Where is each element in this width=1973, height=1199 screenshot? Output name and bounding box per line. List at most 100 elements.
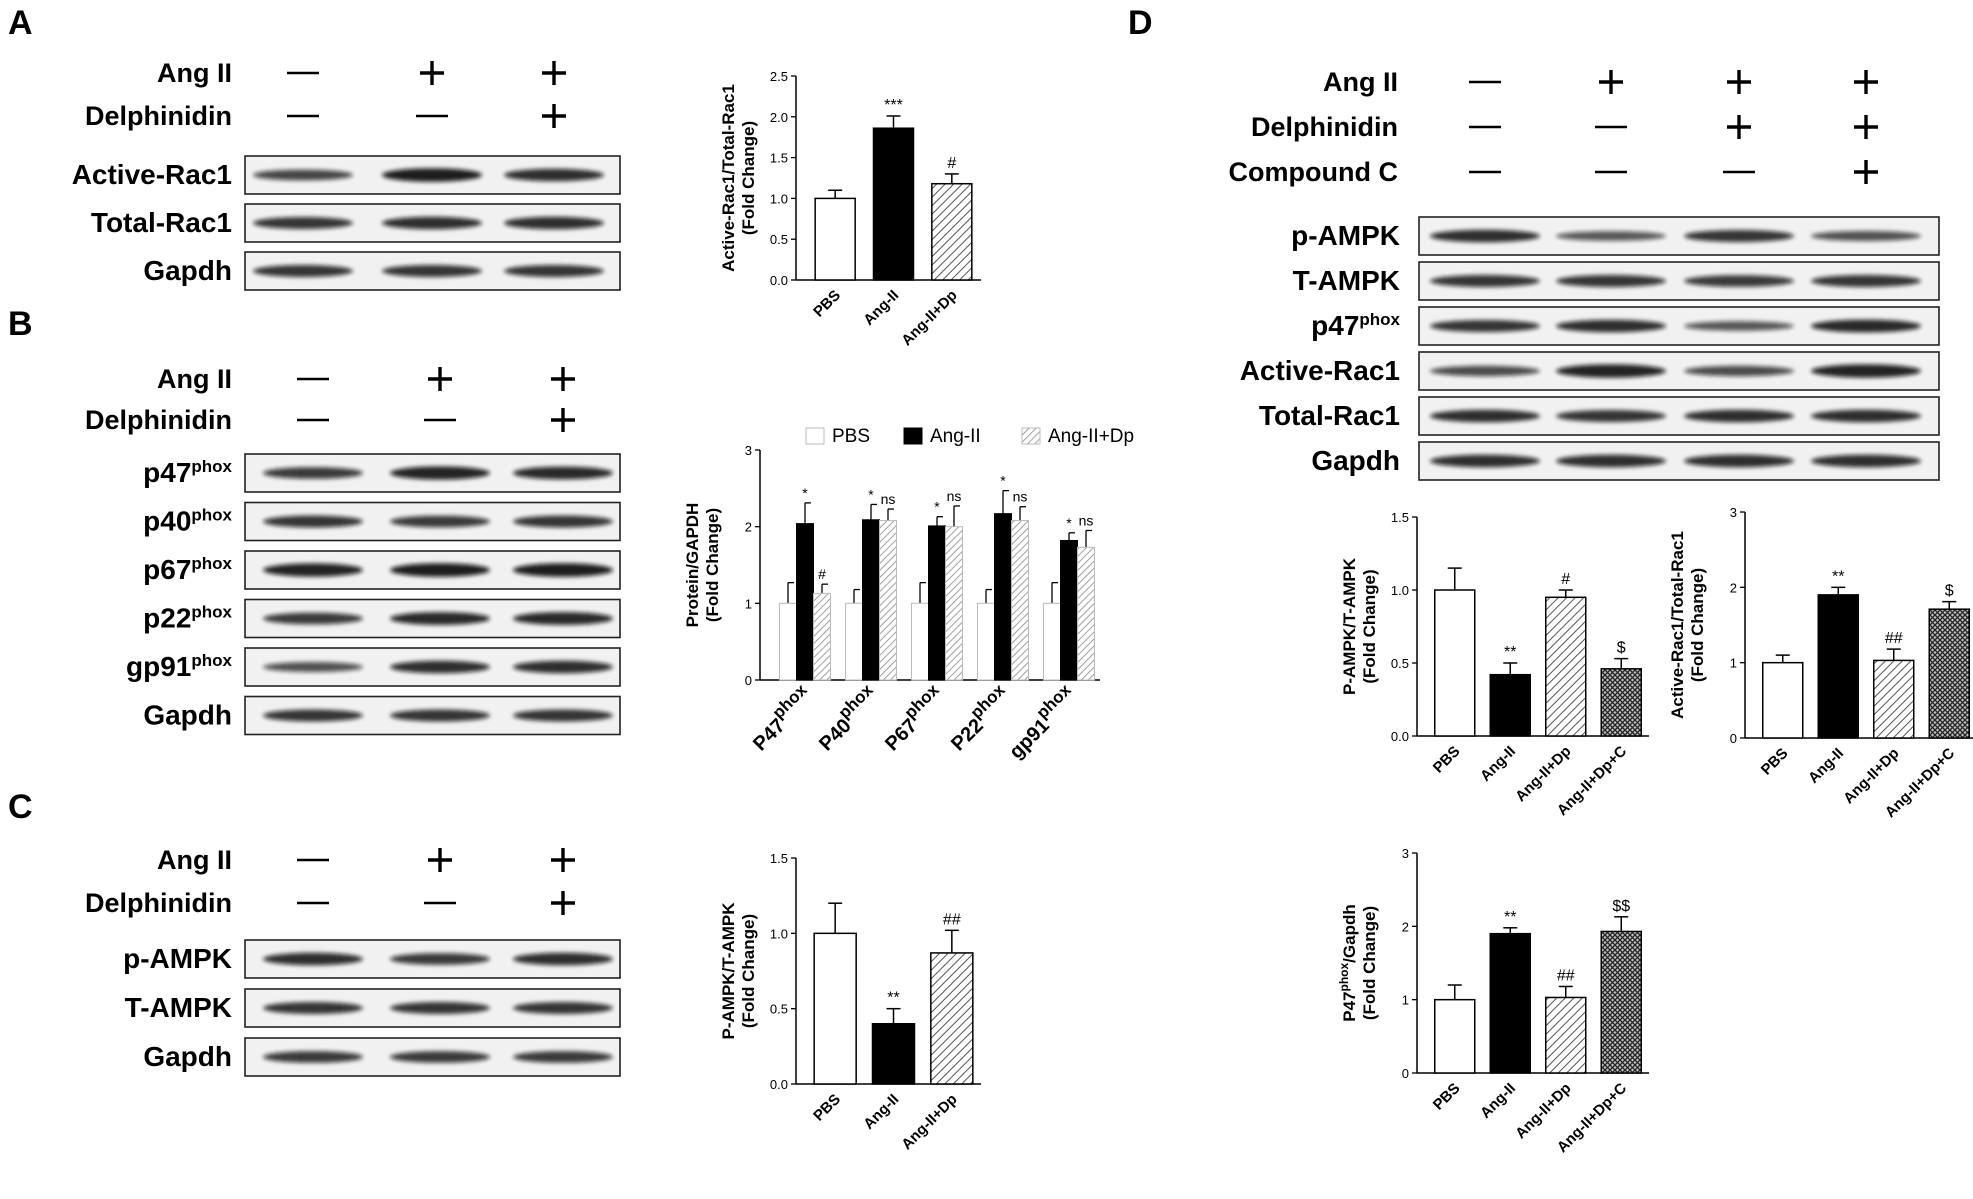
b-blot-band <box>513 612 613 625</box>
d-treatment-label: Ang II <box>1323 67 1398 97</box>
b-blot-band <box>390 709 490 722</box>
b-treatment-label: Ang II <box>157 364 232 394</box>
chart-a-y-tick-label: 2.0 <box>770 110 788 125</box>
chart-c-y-tick-label: 0.0 <box>770 1077 788 1092</box>
d-blot-band <box>1684 365 1794 377</box>
chart-d1-y-tick-label: 1.0 <box>1391 583 1409 598</box>
a-blot-label: Active-Rac1 <box>72 159 232 190</box>
chart-c-category-label: Ang-II+Dp <box>898 1091 960 1153</box>
d-blot-band <box>1684 409 1794 423</box>
chart-d2-y-label: Active-Rac1/Total-Rac1 (Fold Change) <box>1668 531 1707 719</box>
d-blot-band <box>1811 275 1921 287</box>
chart-c-y-tick-label: 0.5 <box>770 1002 788 1017</box>
b-blot-band <box>513 709 613 722</box>
chart-b-y-tick-label: 2 <box>745 520 752 535</box>
a-blot-band <box>253 265 353 277</box>
d-blot-band <box>1684 321 1794 331</box>
chart-b-legend-swatch <box>1021 427 1041 445</box>
c-blot-label: Gapdh <box>143 1041 232 1072</box>
chart-a-y-tick-label: 0.0 <box>770 273 788 288</box>
d-blot-band <box>1430 229 1540 243</box>
d-blot-band <box>1556 454 1666 468</box>
chart-d2-y-tick-label: 3 <box>1730 505 1737 520</box>
chart-b-y-label: Protein/GAPDH (Fold Change) <box>683 503 722 628</box>
b-blot-band <box>513 563 613 577</box>
chart-d2-bar <box>1762 661 1804 739</box>
chart-a-significance: # <box>947 155 956 172</box>
chart-d2-significance: ## <box>1885 630 1903 647</box>
chart-c-y-label: P-AMPK/T-AMPK (Fold Change) <box>719 902 758 1040</box>
d-blot-band <box>1556 364 1666 378</box>
chart-b-bar <box>977 602 995 681</box>
c-blot-label: p-AMPK <box>123 943 232 974</box>
chart-b-significance: ns <box>1013 489 1028 505</box>
d-blot-row: Gapdh <box>1311 441 1940 481</box>
a-blot-band <box>504 168 604 182</box>
b-blot-band <box>513 515 613 528</box>
d-blot-label: Total-Rac1 <box>1259 400 1400 431</box>
chart-b-bar <box>862 519 880 681</box>
panel-label-c: C <box>8 788 33 826</box>
chart-d2: 0 1 2 3 Active-Rac1/Total-Rac1 (Fold Change) P… <box>1668 505 1973 821</box>
chart-d3-significance: ** <box>1504 909 1516 926</box>
d-blot-band <box>1684 454 1794 468</box>
d-blot-band <box>1556 275 1666 287</box>
chart-a-y-label-line: Active-Rac1/Total-Rac1 <box>719 84 738 272</box>
panel-label-d: D <box>1128 4 1153 42</box>
chart-d3-bar <box>1434 998 1476 1074</box>
a-blot-band <box>253 169 353 181</box>
b-blot-row: p47phox <box>143 453 621 493</box>
chart-d3-category-label: Ang-II <box>1477 1080 1519 1122</box>
b-treatment-label: Delphinidin <box>85 405 232 435</box>
b-blot-band <box>263 515 363 528</box>
chart-d3: 0 1 2 3 P47phox/Gapdh (Fold Change) PBS ** Ang-I… <box>1337 846 1649 1156</box>
chart-b-significance: * <box>1066 515 1072 531</box>
chart-d1-y-label: P-AMPK/T-AMPK (Fold Change) <box>1340 557 1379 695</box>
chart-b-category-label: gp91phox <box>1000 680 1083 763</box>
panel-label-b: B <box>8 305 33 343</box>
chart-d2-y-label-line: Active-Rac1/Total-Rac1 <box>1668 531 1687 719</box>
a-blot-label: Gapdh <box>143 255 232 286</box>
chart-a: 0.0 0.5 1.0 1.5 2.0 2.5 Active-Rac1/Total-Rac1… <box>719 69 981 349</box>
b-blot-band <box>390 515 490 528</box>
chart-d3-y-label-line: P47phox/Gapdh <box>1337 904 1359 1021</box>
chart-d1-category-label: PBS <box>1430 743 1464 777</box>
chart-c-y-tick-label: 1.0 <box>770 926 788 941</box>
chart-a-y-tick-label: 1.0 <box>770 191 788 206</box>
chart-a-category-label: PBS <box>810 287 844 321</box>
b-blot-band <box>263 662 363 672</box>
chart-c-y-tick-label: 1.5 <box>770 851 788 866</box>
chart-d2-bar <box>1928 608 1970 739</box>
chart-d2-y-label-line: (Fold Change) <box>1688 568 1707 682</box>
chart-d1-category-label: Ang-II <box>1477 743 1519 785</box>
chart-a-y-label-line: (Fold Change) <box>739 121 758 235</box>
chart-b-y-label-line: Protein/GAPDH <box>683 503 702 628</box>
chart-d3-y-tick-label: 2 <box>1402 919 1409 934</box>
chart-b-legend-swatch <box>805 427 825 445</box>
b-blot-label: gp91phox <box>126 651 233 682</box>
b-blot-row: p40phox <box>143 501 621 542</box>
chart-b-bar <box>1077 546 1095 681</box>
b-blot-band <box>263 563 363 577</box>
d-treatment-label: Compound C <box>1229 157 1398 187</box>
chart-d1-y-tick-label: 0.0 <box>1391 729 1409 744</box>
chart-b-bar <box>879 520 897 681</box>
chart-a-bar <box>872 127 915 281</box>
chart-d3-y-label-line: (Fold Change) <box>1360 906 1379 1020</box>
a-blot-label: Total-Rac1 <box>91 207 232 238</box>
b-blot-band <box>390 563 490 577</box>
chart-d2-category-label: Ang-II <box>1805 745 1847 787</box>
chart-d2-y-tick-label: 1 <box>1730 656 1737 671</box>
d-blot-label: T-AMPK <box>1293 265 1400 296</box>
c-blot-row: p-AMPK <box>123 939 621 979</box>
a-blot-band <box>382 216 482 230</box>
chart-d2-significance: ** <box>1832 568 1844 585</box>
b-blot-band <box>263 467 363 479</box>
chart-d1-significance: ** <box>1504 644 1516 661</box>
chart-c-bar <box>871 1022 916 1085</box>
d-blot-band <box>1811 231 1921 241</box>
chart-d3-y-tick-label: 0 <box>1402 1066 1409 1081</box>
a-blot-row: Total-Rac1 <box>91 203 621 243</box>
chart-d3-bar <box>1600 930 1642 1074</box>
d-blot-label: p47phox <box>1311 310 1400 341</box>
